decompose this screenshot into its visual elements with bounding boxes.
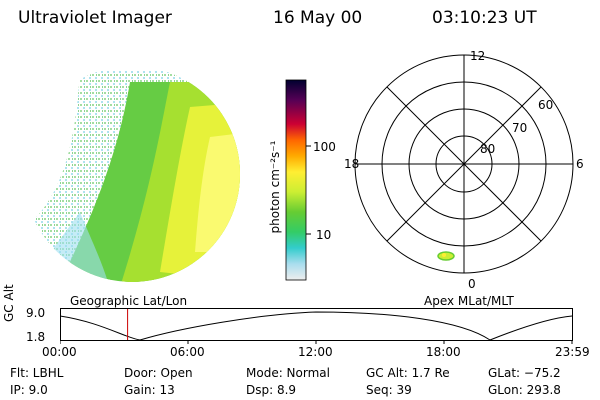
info-seq: Seq: 39 xyxy=(366,383,412,397)
color-bar-tick-10: 10 xyxy=(316,228,332,242)
mlt-label-12: 12 xyxy=(470,49,486,63)
aurora-spot-core xyxy=(442,253,446,257)
info-gc-alt: GC Alt: 1.7 Re xyxy=(366,366,450,380)
info-flt: Flt: LBHL xyxy=(10,366,64,380)
mlat-label-70: 70 xyxy=(512,121,528,135)
mlat-label-80: 80 xyxy=(480,142,496,156)
info-glon: GLon: 293.8 xyxy=(488,383,561,397)
info-dsp: Dsp: 8.9 xyxy=(246,383,297,397)
color-bar-tick-100: 100 xyxy=(313,140,336,154)
info-door: Door: Open xyxy=(124,366,193,380)
apex-label: Apex MLat/MLT xyxy=(424,294,514,308)
date-label: 16 May 00 xyxy=(273,8,363,28)
geographic-image xyxy=(24,66,240,282)
instrument-title: Ultraviolet Imager xyxy=(18,8,172,28)
timeline-x-tick-1800: 18:00 xyxy=(426,345,461,359)
polar-plot xyxy=(354,54,574,274)
aurora-spot xyxy=(437,251,455,261)
timeline-x-tick-1200: 12:00 xyxy=(298,345,333,359)
timeline-frame xyxy=(60,308,573,341)
info-mode: Mode: Normal xyxy=(246,366,330,380)
color-bar xyxy=(285,79,311,281)
timeline-y-tick-min: 1.8 xyxy=(26,330,46,344)
color-bar-unit-label: photon cm⁻²s⁻¹ xyxy=(268,140,282,234)
mlt-label-18: 18 xyxy=(344,157,360,171)
info-glat: GLat: −75.2 xyxy=(488,366,561,380)
altitude-timeline xyxy=(60,308,573,344)
geographic-label: Geographic Lat/Lon xyxy=(70,294,188,308)
mlat-label-60: 60 xyxy=(538,98,554,112)
timeline-x-tick-2359: 23:59 xyxy=(555,345,590,359)
mlt-label-0: 0 xyxy=(468,277,476,291)
info-gain: Gain: 13 xyxy=(124,383,175,397)
color-bar-scale xyxy=(285,79,307,281)
polar-diagonal-line-2 xyxy=(386,86,542,242)
altitude-curve xyxy=(60,311,573,341)
timeline-y-axis-label: GC Alt xyxy=(2,284,16,322)
timeline-x-tick-0600: 06:00 xyxy=(170,345,205,359)
timeline-x-tick-0000: 00:00 xyxy=(42,345,77,359)
mlt-label-6: 6 xyxy=(576,157,584,171)
timeline-y-tick-max: 9.0 xyxy=(26,306,46,320)
info-ip: IP: 9.0 xyxy=(10,383,48,397)
time-label: 03:10:23 UT xyxy=(432,8,537,28)
